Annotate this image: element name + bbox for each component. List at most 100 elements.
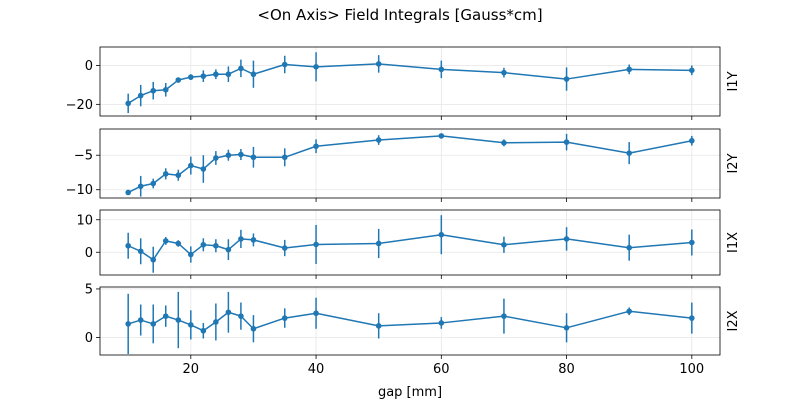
data-point [501,241,507,248]
data-point [200,166,207,172]
data-point [150,256,157,263]
data-point [626,150,632,156]
data-point [162,238,169,244]
series-line [127,233,692,261]
data-point [162,313,169,319]
data-point [313,241,319,248]
x-tick-label: 80 [558,362,575,377]
data-point [626,308,632,315]
data-point [438,320,445,326]
panel-i2y: −5 −10 I2Y [66,128,741,202]
data-point [238,313,244,319]
data-point [689,67,695,74]
data-point [563,325,570,331]
data-point [281,315,288,321]
data-point [375,61,382,67]
panel-frame [99,209,721,276]
panel-i1x: 10 0 I1X [76,209,741,279]
panel-frame [99,46,721,117]
y-tick-label: −20 [66,98,93,113]
data-point [238,236,244,242]
data-point [175,317,182,323]
data-point [125,242,131,249]
data-point [137,183,144,190]
data-point [375,137,382,143]
data-point [689,315,695,321]
data-point [689,137,695,144]
x-tick-label: 60 [433,362,450,377]
data-point [689,239,695,246]
data-point [501,140,507,146]
data-point [238,151,244,158]
y-tick-label: 10 [76,213,93,228]
data-point [125,321,131,327]
data-point [188,322,194,328]
y-tick-label: 5 [85,282,93,297]
x-tick-label: 100 [679,362,704,377]
data-point [438,66,445,73]
data-point [200,241,207,248]
data-point [225,152,232,159]
y-tick-label: 0 [85,59,93,74]
data-point [281,245,288,251]
data-point [200,73,207,79]
data-point [150,87,157,94]
data-point [563,76,570,82]
data-point [225,71,232,78]
data-point [313,143,319,150]
data-point [281,154,288,161]
data-point [225,309,232,316]
series-line [127,63,692,105]
data-point [626,244,632,251]
y-tick-label: 0 [85,331,93,346]
data-point [501,313,507,319]
y-tick-label: −5 [74,149,93,164]
data-point [125,189,131,196]
data-point [281,61,288,68]
data-point [200,327,207,334]
panel-i1y: 0 −20 I1Y [66,46,741,120]
data-point [175,77,182,83]
data-point [213,319,219,325]
data-point [175,240,182,247]
data-point [188,162,194,169]
data-point [213,71,219,78]
data-point [313,64,319,70]
panel-label: I1X [726,232,741,253]
data-point [438,133,445,139]
data-point [150,180,157,187]
series-line [127,135,692,194]
data-point [125,100,131,107]
data-point [250,237,257,243]
panel-i2x: 5 0 20 40 60 80 100 I2X [85,282,741,377]
data-point [313,310,319,317]
data-point [563,236,570,242]
panel-label: I2Y [726,153,741,173]
data-point [137,248,144,255]
data-point [162,171,169,177]
data-point [375,240,382,247]
data-point [175,172,182,179]
data-point [375,323,382,329]
data-point [137,92,144,99]
data-point [438,231,445,238]
data-point [250,325,257,332]
data-point [188,251,194,258]
data-point [213,155,219,161]
y-tick-label: −10 [66,183,93,198]
panel-label: I2X [726,310,741,331]
x-axis-label: gap [mm] [378,385,442,400]
data-point [213,242,219,249]
panel-label: I1Y [726,71,741,91]
data-point [238,65,244,72]
x-tick-label: 20 [183,362,200,377]
data-point [225,246,232,253]
y-tick-label: 0 [85,246,93,261]
x-tick-label: 40 [308,362,325,377]
data-point [150,321,157,327]
data-point [137,317,144,323]
series-line [127,310,692,332]
chart-title: <On Axis> Field Integrals [Gauss*cm] [257,6,542,24]
